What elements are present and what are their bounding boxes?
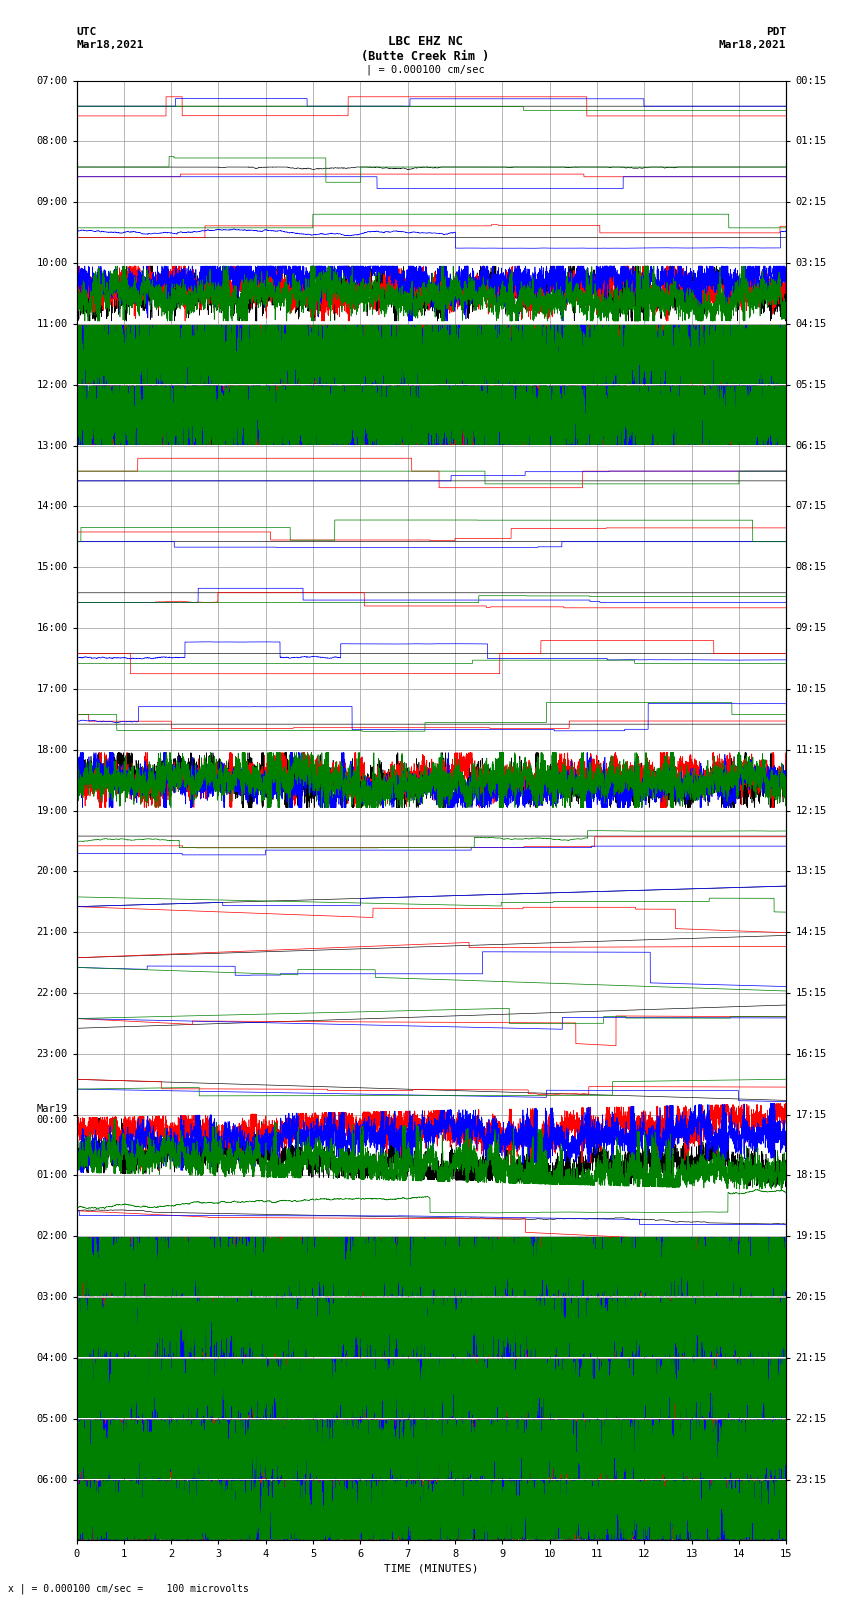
Text: x | = 0.000100 cm/sec =    100 microvolts: x | = 0.000100 cm/sec = 100 microvolts bbox=[8, 1582, 249, 1594]
Text: LBC EHZ NC: LBC EHZ NC bbox=[388, 35, 462, 48]
X-axis label: TIME (MINUTES): TIME (MINUTES) bbox=[384, 1563, 479, 1574]
Text: (Butte Creek Rim ): (Butte Creek Rim ) bbox=[361, 50, 489, 63]
Text: Mar18,2021: Mar18,2021 bbox=[719, 40, 786, 50]
Text: PDT: PDT bbox=[766, 27, 786, 37]
Text: | = 0.000100 cm/sec: | = 0.000100 cm/sec bbox=[366, 65, 484, 76]
Text: Mar18,2021: Mar18,2021 bbox=[76, 40, 144, 50]
Text: UTC: UTC bbox=[76, 27, 97, 37]
